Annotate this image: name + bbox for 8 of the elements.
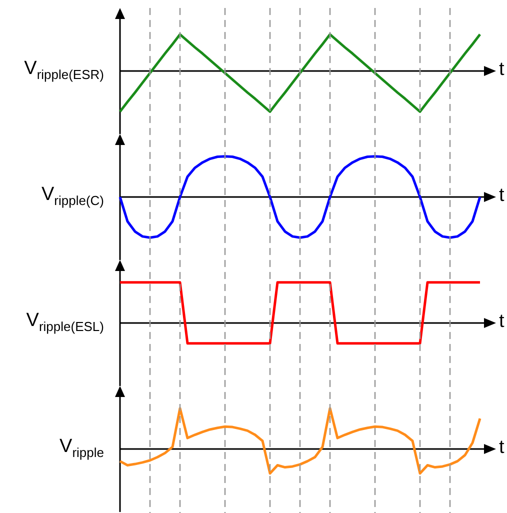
x-axis-title: t bbox=[499, 437, 504, 458]
y-axis-title: V$_{ripple(ESL)}$ bbox=[25, 310, 104, 336]
y-axis-title: V$_{ripple(ESR)}$ bbox=[23, 58, 104, 84]
x-axis-title: t bbox=[499, 59, 504, 80]
x-axis-title: t bbox=[499, 311, 504, 332]
x-axis-title: t bbox=[499, 185, 504, 206]
y-axis-title: V$_{ripple}$ bbox=[58, 436, 104, 462]
y-axis-title: V$_{ripple(C)}$ bbox=[40, 184, 104, 210]
